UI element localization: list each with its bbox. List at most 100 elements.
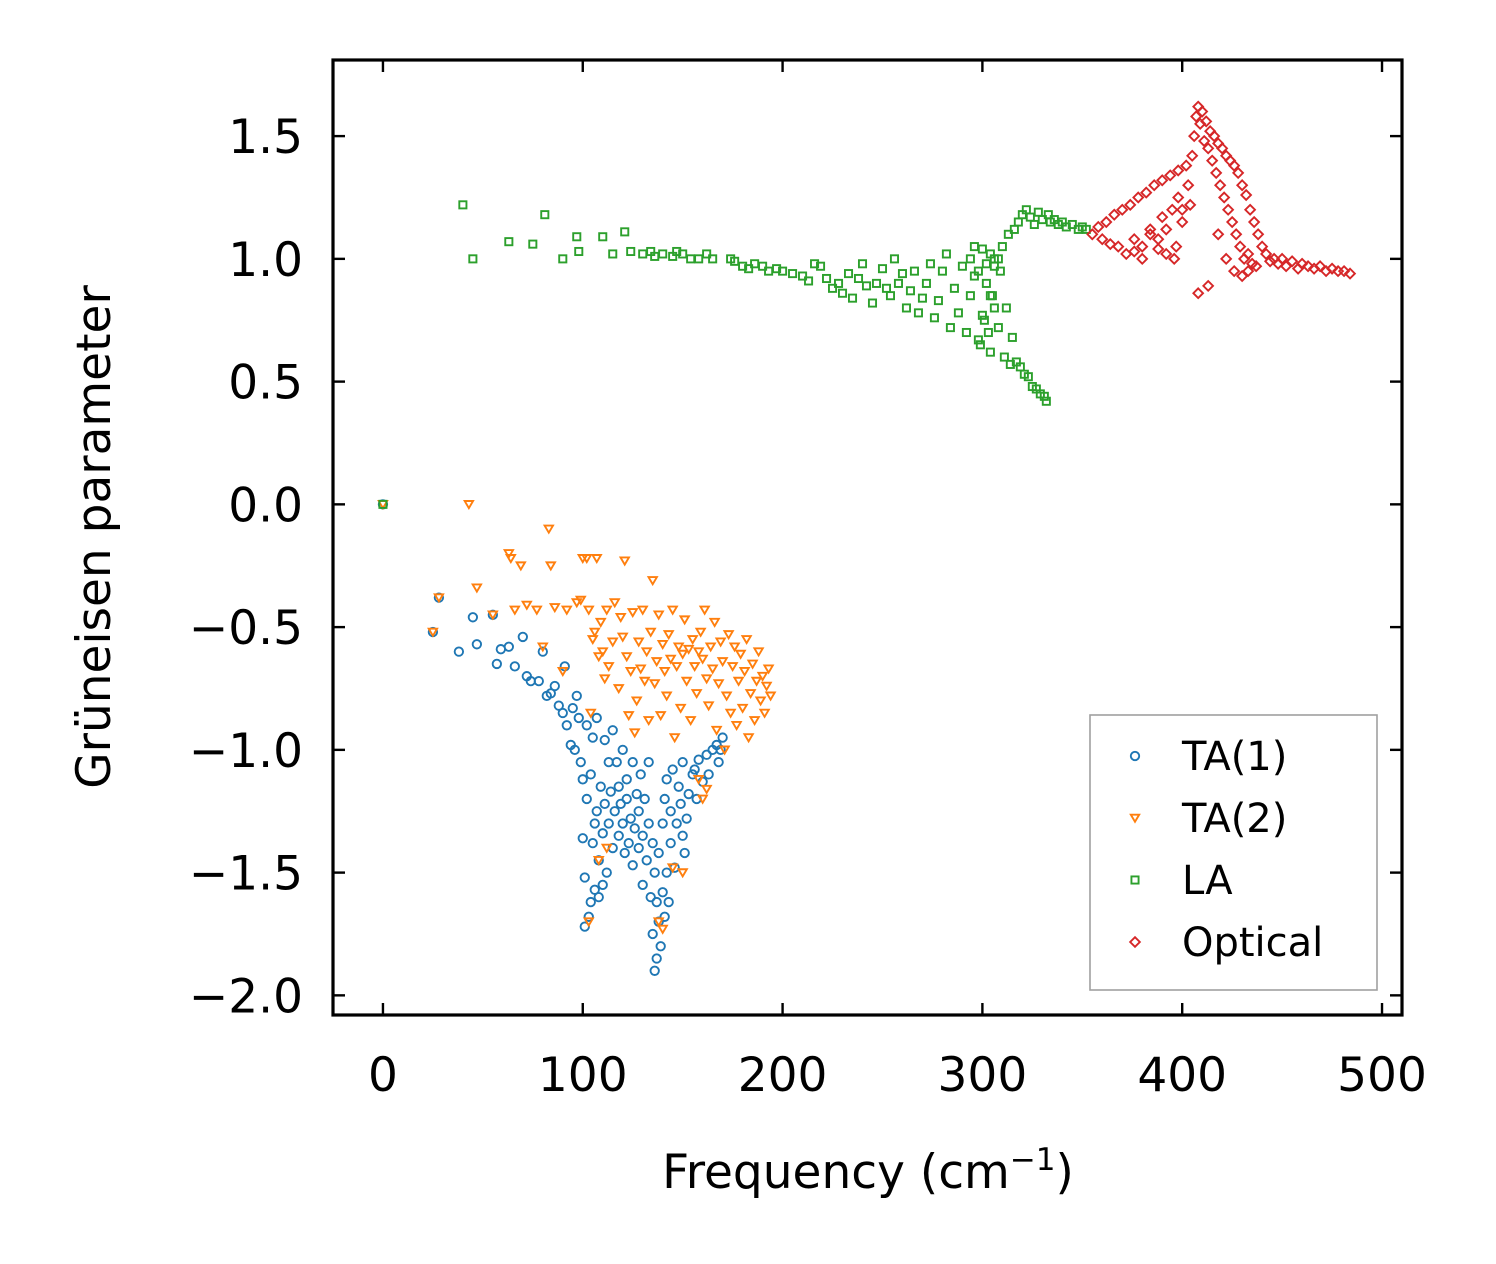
data-point: [905, 286, 915, 296]
data-point: [688, 662, 701, 673]
data-point: [666, 605, 679, 616]
data-point: [961, 327, 971, 338]
data-point: [626, 608, 639, 619]
data-point: [746, 659, 759, 670]
data-point: [612, 684, 625, 695]
data-point: [427, 627, 439, 638]
data-point: [533, 675, 544, 687]
data-point: [598, 232, 608, 242]
y-tick-label: 1.5: [228, 110, 303, 165]
data-point: [1172, 191, 1185, 204]
data-point: [573, 712, 584, 724]
data-point: [683, 788, 694, 800]
data-point: [583, 911, 594, 922]
data-point: [748, 716, 761, 727]
data-point: [788, 269, 798, 279]
y-tick-label: 0.0: [228, 478, 303, 533]
data-point: [965, 254, 975, 264]
data-point: [1136, 252, 1149, 266]
data-point: [861, 281, 872, 291]
data-point: [467, 612, 479, 623]
data-point: [706, 664, 719, 675]
data-point: [623, 837, 634, 849]
data-point: [838, 288, 848, 298]
data-point: [1132, 191, 1145, 204]
data-point: [615, 798, 626, 810]
data-point: [491, 658, 502, 670]
data-point: [586, 635, 599, 646]
legend-entries: TA(1) TA(2) LA Optical: [1128, 734, 1323, 966]
legend-label: TA(2): [1181, 796, 1287, 842]
data-point: [738, 261, 748, 271]
data-point: [602, 662, 615, 673]
data-point: [632, 637, 645, 648]
data-point: [557, 707, 568, 719]
data-point: [1168, 252, 1181, 266]
data-point: [843, 269, 854, 279]
data-point: [750, 676, 763, 687]
data-point: [921, 278, 931, 288]
data-point: [556, 666, 569, 677]
data-point: [1285, 255, 1299, 268]
data-point: [625, 813, 636, 824]
data-point: [1275, 252, 1289, 266]
data-point: [1198, 134, 1211, 148]
data-point: [701, 749, 712, 760]
data-point: [985, 249, 995, 259]
x-tick-label: 400: [1137, 1048, 1227, 1103]
data-point: [509, 661, 520, 672]
data-point: [690, 689, 703, 700]
data-point: [617, 744, 628, 756]
data-point: [663, 896, 674, 908]
data-point: [644, 627, 657, 638]
data-point: [660, 691, 673, 702]
data-point: [1100, 215, 1113, 229]
data-point: [696, 794, 709, 805]
data-point: [598, 674, 611, 685]
data-point: [925, 259, 935, 269]
data-point: [633, 842, 644, 854]
data-point: [1156, 174, 1169, 187]
data-point: [599, 734, 610, 746]
data-point: [677, 830, 688, 841]
data-point: [617, 818, 628, 829]
data-point: [1337, 264, 1351, 278]
y-axis-label: Grüneisen parameter: [67, 285, 122, 789]
data-point: [624, 666, 637, 677]
data-point: [822, 273, 832, 284]
data-point: [1202, 279, 1215, 293]
data-point: [1241, 264, 1255, 278]
data-point: [558, 254, 568, 264]
data-point: [897, 269, 907, 279]
data-point: [682, 644, 695, 655]
data-point: [607, 725, 618, 736]
data-point: [1325, 262, 1339, 275]
data-point: [1231, 166, 1245, 180]
data-point: [652, 917, 665, 928]
data-point: [637, 879, 648, 891]
data-point: [1041, 396, 1051, 406]
data-point: [530, 605, 543, 616]
data-point: [645, 892, 656, 903]
legend-entry: TA(2): [1129, 796, 1287, 842]
data-point: [1029, 219, 1039, 230]
data-point: [1259, 247, 1273, 261]
x-tick-label: 300: [938, 1048, 1028, 1103]
data-point: [588, 627, 601, 638]
data-point: [997, 242, 1007, 252]
data-point: [1152, 233, 1165, 246]
data-point: [694, 254, 704, 264]
data-point: [616, 632, 629, 643]
data-point: [1001, 303, 1011, 313]
data-point: [453, 646, 465, 657]
data-point: [1164, 169, 1177, 182]
data-point: [985, 347, 995, 357]
data-point: [677, 756, 688, 768]
data-point: [646, 576, 659, 587]
data-point: [708, 617, 721, 628]
data-point: [1249, 260, 1263, 273]
data-point: [1227, 159, 1241, 172]
data-point: [798, 271, 808, 281]
data-point: [590, 554, 603, 565]
y-tick-label: −1.5: [189, 847, 303, 902]
